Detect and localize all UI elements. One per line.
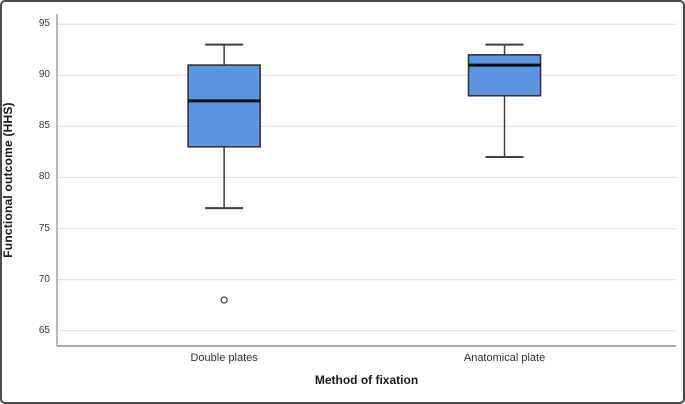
outlier-point	[220, 296, 228, 304]
iqr-box	[187, 64, 261, 148]
y-axis-title: Functional outcome (HHS)	[1, 102, 15, 258]
y-tick-label: 75	[38, 222, 50, 234]
iqr-box	[467, 54, 542, 97]
x-axis-title: Method of fixation	[314, 373, 419, 387]
y-tick-label: 80	[38, 171, 50, 183]
y-tick-label: 85	[38, 120, 50, 132]
x-category-label: Double plates	[190, 352, 258, 364]
y-tick-label: 90	[38, 69, 50, 81]
y-tick-label: 65	[38, 324, 50, 336]
y-tick-label: 70	[38, 273, 50, 285]
y-tick-label: 95	[38, 18, 50, 30]
x-category-label: Anatomical plate	[463, 352, 546, 364]
